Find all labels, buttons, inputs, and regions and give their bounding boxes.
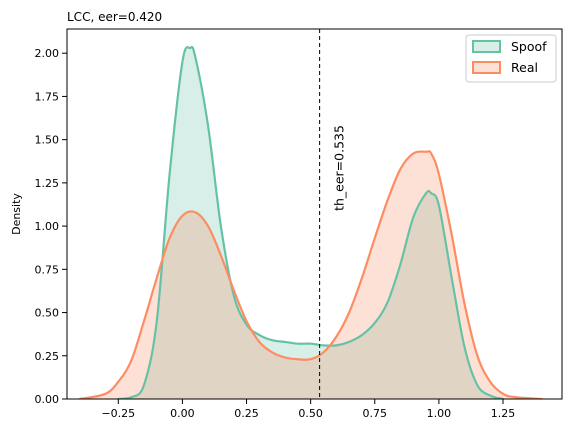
y-tick-label: 1.50 — [35, 134, 60, 147]
y-tick-label: 2.00 — [35, 47, 60, 60]
legend: Spoof Real — [465, 34, 557, 83]
y-tick-label: 1.00 — [35, 220, 60, 233]
x-tick-label: 0.75 — [363, 407, 388, 420]
threshold-label: th_eer=0.535 — [332, 125, 347, 211]
y-tick-label: 0.00 — [35, 393, 60, 406]
chart-title: LCC, eer=0.420 — [67, 10, 162, 24]
x-tick-label: 0.25 — [234, 407, 259, 420]
density-line-spoof — [117, 45, 505, 399]
y-tick-label: 0.75 — [35, 263, 60, 276]
axis-ticks: −0.25 0.00 0.25 0.50 0.75 1.00 1.25 0.00 0.25 0.5… — [35, 47, 516, 420]
x-tick-label: 0.50 — [298, 407, 323, 420]
y-tick-label: 1.75 — [35, 90, 60, 103]
y-tick-label: 0.50 — [35, 307, 60, 320]
legend-label-spoof: Spoof — [511, 39, 547, 54]
x-tick-label: 1.00 — [427, 407, 452, 420]
legend-box — [465, 34, 557, 83]
legend-swatch-spoof — [472, 40, 501, 53]
x-tick-label: −0.25 — [101, 407, 135, 420]
density-line-real — [78, 150, 543, 399]
x-tick-label: 0.00 — [170, 407, 195, 420]
legend-swatch-real — [472, 61, 501, 74]
y-axis-label: Density — [10, 193, 23, 235]
legend-label-real: Real — [511, 60, 538, 75]
axes-frame — [66, 28, 563, 400]
series-group — [78, 45, 543, 399]
y-tick-label: 1.25 — [35, 177, 60, 190]
y-tick-label: 0.25 — [35, 350, 60, 363]
density-fill-spoof — [118, 46, 504, 399]
x-tick-label: 1.25 — [491, 407, 516, 420]
plot-area: th_eer=0.535 — [66, 28, 563, 400]
